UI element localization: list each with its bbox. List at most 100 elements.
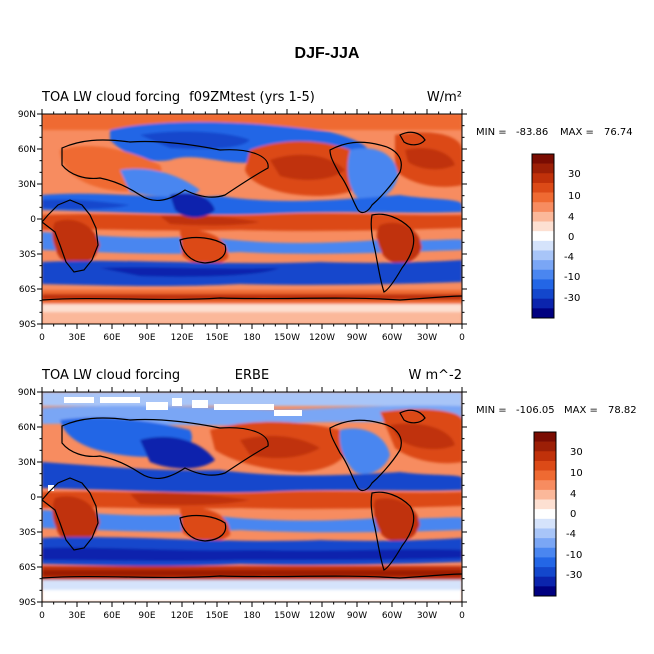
lat-tick-label: 0 — [30, 493, 36, 503]
lat-tick-label: 30N — [18, 458, 36, 468]
lon-tick-label: 60W — [382, 333, 402, 343]
colorbar-swatch — [534, 499, 556, 510]
colorbar-swatch — [532, 163, 554, 174]
colorbar-swatch — [532, 308, 554, 319]
colorbar-label: 0 — [568, 232, 574, 243]
max-label: MAX = — [564, 405, 598, 416]
lat-tick-label: 30N — [18, 180, 36, 190]
colorbar-swatch — [534, 547, 556, 558]
colorbar-swatch — [532, 192, 554, 203]
lon-axis: 0 30E 60E 90E 120E 150E 180 150W 120W 90… — [39, 333, 465, 343]
panel-center-label: f09ZMtest (yrs 1-5) — [189, 90, 315, 105]
colorbar-label: -30 — [564, 293, 580, 304]
colorbar-swatch — [534, 480, 556, 491]
colorbar — [531, 153, 555, 319]
colorbar-swatch — [532, 298, 554, 309]
lon-tick-label: 30E — [68, 611, 85, 621]
colorbar-swatch — [534, 576, 556, 587]
max-value: 76.74 — [604, 127, 633, 138]
axis-ticks — [37, 109, 467, 329]
colorbar-swatch — [532, 211, 554, 222]
colorbar-swatch — [534, 518, 556, 529]
colorbar-label: 4 — [570, 489, 576, 500]
lat-axis: 90N 60N 30N 0 30S 60S 90S — [18, 110, 36, 330]
panel-left-label: TOA LW cloud forcing — [41, 90, 180, 105]
colorbar-swatch — [534, 586, 556, 597]
lon-tick-label: 120W — [309, 333, 335, 343]
min-label: MIN = — [476, 127, 507, 138]
min-label: MIN = — [476, 405, 507, 416]
colorbar-label: 30 — [570, 447, 583, 458]
lat-tick-label: 30S — [19, 528, 36, 538]
colorbar-label: -30 — [566, 570, 582, 581]
lon-tick-label: 0 — [459, 611, 465, 621]
panel-units: W m^-2 — [408, 368, 462, 383]
min-value: -106.05 — [516, 405, 555, 416]
lon-tick-label: 0 — [459, 333, 465, 343]
lat-tick-label: 90N — [18, 388, 36, 398]
lon-tick-label: 60E — [103, 611, 120, 621]
colorbar-swatch — [534, 567, 556, 578]
colorbar-swatch — [532, 154, 554, 164]
colorbar-swatch — [534, 470, 556, 481]
colorbar-swatch — [532, 240, 554, 251]
colorbar-labels: 30 10 4 0 -4 -10 -30 — [566, 447, 583, 581]
colorbar-swatch — [532, 221, 554, 232]
colorbar-swatch — [532, 279, 554, 290]
colorbar-label: -10 — [564, 272, 580, 283]
lon-tick-label: 120W — [309, 611, 335, 621]
colorbar-swatch — [534, 557, 556, 568]
lon-tick-label: 180 — [243, 333, 260, 343]
lat-axis: 90N 60N 30N 0 30S 60S 90S — [18, 388, 36, 608]
colorbar-swatch — [532, 269, 554, 280]
lon-tick-label: 120E — [171, 611, 194, 621]
lon-axis: 0 30E 60E 90E 120E 150E 180 150W 120W 90… — [39, 611, 465, 621]
lon-tick-label: 0 — [39, 611, 45, 621]
colorbar-label: 10 — [568, 191, 581, 202]
colorbar-label: 10 — [570, 468, 583, 479]
lon-tick-label: 30W — [417, 611, 437, 621]
colorbar-swatch — [534, 528, 556, 539]
min-max-stats: MIN = -106.05 MAX = 78.82 — [476, 405, 637, 416]
lat-tick-label: 0 — [30, 215, 36, 225]
max-value: 78.82 — [608, 405, 637, 416]
lat-tick-label: 60N — [18, 423, 36, 433]
min-max-stats: MIN = -83.86 MAX = 76.74 — [476, 127, 633, 138]
axis-ticks — [37, 387, 467, 607]
colorbar-label: -4 — [566, 529, 576, 540]
lat-tick-label: 60S — [19, 285, 36, 295]
colorbar-swatch — [532, 231, 554, 242]
panel-obs: TOA LW cloud forcing ERBE W m^-2 — [18, 368, 637, 621]
lon-tick-label: 60E — [103, 333, 120, 343]
min-value: -83.86 — [516, 127, 548, 138]
colorbar-frame — [531, 153, 555, 319]
colorbar-swatch — [534, 441, 556, 452]
lon-tick-label: 120E — [171, 333, 194, 343]
colorbar-frame — [533, 431, 557, 597]
panel-left-label: TOA LW cloud forcing — [41, 368, 180, 383]
colorbar-swatch — [532, 173, 554, 184]
lon-tick-label: 150E — [206, 333, 229, 343]
lat-tick-label: 90S — [19, 598, 36, 608]
colorbar-swatch — [532, 250, 554, 261]
lon-tick-label: 30W — [417, 333, 437, 343]
lat-tick-label: 60S — [19, 563, 36, 573]
colorbar-label: 0 — [570, 509, 576, 520]
lat-tick-label: 60N — [18, 145, 36, 155]
panel-units: W/m² — [427, 90, 462, 105]
contour-field — [42, 392, 462, 602]
colorbar-swatch — [534, 489, 556, 500]
panel-model: TOA LW cloud forcing f09ZMtest (yrs 1-5)… — [18, 90, 633, 343]
lon-tick-label: 90W — [347, 611, 367, 621]
colorbar-swatch — [532, 182, 554, 193]
colorbar-swatch — [534, 451, 556, 462]
lon-tick-label: 90E — [138, 333, 155, 343]
colorbar — [533, 431, 557, 597]
lon-tick-label: 150W — [274, 611, 300, 621]
lat-tick-label: 30S — [19, 250, 36, 260]
lon-tick-label: 0 — [39, 333, 45, 343]
figure-title: DJF-JJA — [295, 45, 360, 62]
colorbar-swatch — [532, 202, 554, 213]
colorbar-swatch — [532, 289, 554, 300]
colorbar-swatch — [534, 432, 556, 442]
